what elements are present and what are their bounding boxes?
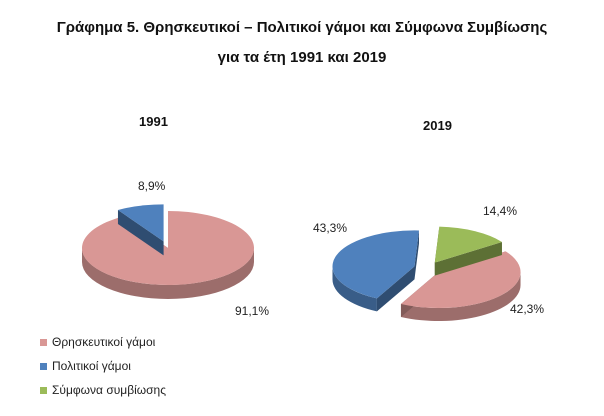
slice-side-2019-0 <box>400 272 521 322</box>
legend-swatch-religious <box>40 338 47 346</box>
legend-item-civil: Πολιτικοί γάμοι <box>40 354 166 378</box>
legend-label-religious: Θρησκευτικοί γάμοι <box>52 335 156 349</box>
data-label-1991-1: 8,9% <box>138 179 166 193</box>
slice-1991-1 <box>117 204 164 256</box>
legend-label-cohabitation: Σύμφωνα συμβίωσης <box>52 383 166 397</box>
slice-top-2019-σύμφωνα-συμβίωσης <box>434 226 502 263</box>
pie-title-2019: 2019 <box>423 118 452 133</box>
slice-2019-1 <box>332 230 420 312</box>
slice-wall-2019-1-0 <box>376 266 415 312</box>
slice-side-2019-1 <box>332 266 377 312</box>
slice-wall-2019-1-1 <box>414 230 420 280</box>
slice-1991-0 <box>81 211 254 299</box>
legend-item-cohabitation: Σύμφωνα συμβίωσης <box>40 378 166 402</box>
legend: Θρησκευτικοί γάμοι Πολιτικοί γάμοι Σύμφω… <box>40 330 166 402</box>
slice-top-2019-θρησκευτικοί-γάμοι <box>400 251 521 309</box>
pie-title-1991: 1991 <box>139 114 168 129</box>
data-label-2019-2: 14,4% <box>483 204 517 218</box>
slice-top-2019-πολιτικοί-γάμοι <box>332 230 420 299</box>
legend-swatch-cohabitation <box>40 386 47 394</box>
pie-2019: 42,3% 43,3% 14,4% <box>313 204 544 322</box>
slice-2019-0 <box>400 251 521 322</box>
slice-top-1991-θρησκευτικοί-γάμοι <box>81 211 254 285</box>
slice-top-1991-πολιτικοί-γάμοι <box>117 204 164 242</box>
slice-wall-2019-2-1 <box>434 241 502 276</box>
legend-label-civil: Πολιτικοί γάμοι <box>52 359 131 373</box>
chart-subtitle: για τα έτη 1991 και 2019 <box>217 49 387 66</box>
data-label-1991-0: 91,1% <box>235 304 269 318</box>
legend-swatch-civil <box>40 362 47 370</box>
legend-item-religious: Θρησκευτικοί γάμοι <box>40 330 166 354</box>
chart-title: Γράφημα 5. Θρησκευτικοί – Πολιτικοί γάμο… <box>56 19 548 36</box>
slice-side-1991-0 <box>82 248 254 299</box>
data-label-2019-1: 43,3% <box>313 221 347 235</box>
slice-wall-1991-1-0 <box>117 210 164 256</box>
data-label-2019-0: 42,3% <box>510 302 544 316</box>
pie-1991: 91,1% 8,9% <box>81 179 269 318</box>
slice-2019-2 <box>434 226 502 276</box>
